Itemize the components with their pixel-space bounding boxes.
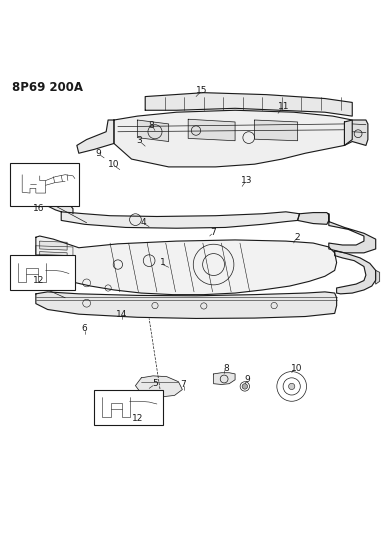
Polygon shape <box>40 252 67 261</box>
Text: 6: 6 <box>82 325 87 334</box>
Text: 5: 5 <box>152 379 158 388</box>
Circle shape <box>242 384 248 389</box>
Text: 9: 9 <box>96 149 101 158</box>
FancyBboxPatch shape <box>94 390 163 425</box>
Polygon shape <box>335 251 376 294</box>
Text: 7: 7 <box>211 228 216 237</box>
Text: 12: 12 <box>33 276 45 285</box>
Polygon shape <box>188 119 235 141</box>
Polygon shape <box>114 110 352 167</box>
Text: 9: 9 <box>245 375 250 384</box>
Polygon shape <box>40 262 67 271</box>
Polygon shape <box>32 184 73 214</box>
Text: 2: 2 <box>295 233 300 241</box>
Polygon shape <box>329 214 376 253</box>
Polygon shape <box>138 120 169 141</box>
Polygon shape <box>345 120 368 146</box>
Polygon shape <box>36 292 337 318</box>
Text: 10: 10 <box>291 364 303 373</box>
Polygon shape <box>376 270 379 284</box>
Text: 14: 14 <box>116 310 127 319</box>
FancyBboxPatch shape <box>11 163 79 206</box>
Circle shape <box>289 383 295 390</box>
Polygon shape <box>145 93 352 116</box>
Text: 13: 13 <box>241 176 252 185</box>
Text: 8P69 200A: 8P69 200A <box>13 81 83 94</box>
Text: 7: 7 <box>181 380 186 389</box>
Text: 16: 16 <box>33 204 45 213</box>
Polygon shape <box>136 376 182 398</box>
Polygon shape <box>254 120 298 141</box>
Text: 15: 15 <box>196 86 208 95</box>
Text: 12: 12 <box>132 414 143 423</box>
Polygon shape <box>40 241 67 250</box>
Text: 8: 8 <box>148 120 154 130</box>
Polygon shape <box>214 373 235 384</box>
Polygon shape <box>36 236 337 295</box>
Text: 3: 3 <box>136 136 142 145</box>
FancyBboxPatch shape <box>11 255 75 290</box>
Text: 4: 4 <box>140 218 146 227</box>
Polygon shape <box>61 212 299 228</box>
Polygon shape <box>77 120 114 153</box>
Text: 1: 1 <box>160 258 166 267</box>
Polygon shape <box>298 213 329 224</box>
Text: 10: 10 <box>108 160 120 169</box>
Text: 8: 8 <box>223 364 229 373</box>
Text: 11: 11 <box>278 102 290 111</box>
